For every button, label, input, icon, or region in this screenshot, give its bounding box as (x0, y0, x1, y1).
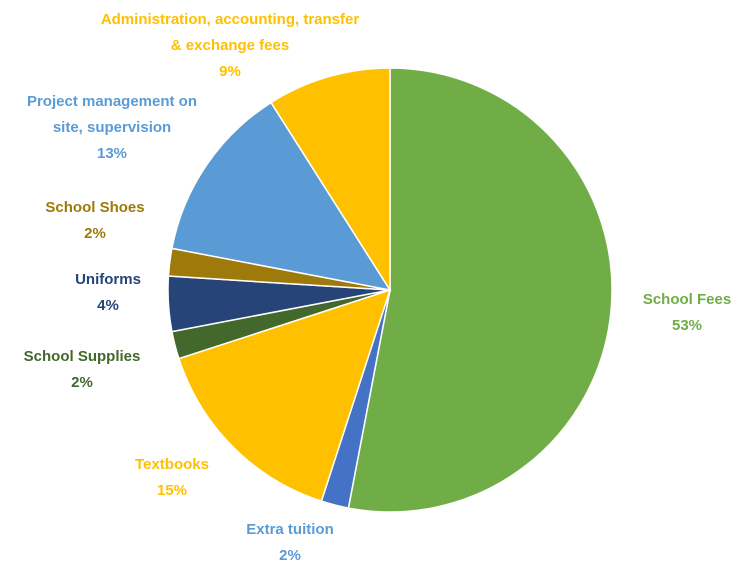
value-label: 15% (156, 482, 188, 499)
value-label: 2% (279, 547, 301, 564)
slice-label: School Fees 53% (617, 287, 752, 339)
slice-label: Extra tuition 2% (210, 517, 370, 564)
value-label: 13% (96, 145, 128, 162)
value-label: 2% (84, 225, 106, 242)
category-label: School Fees (642, 291, 732, 308)
value-label: 9% (219, 63, 241, 80)
category-label: School Shoes (45, 199, 145, 216)
slice-label: Administration, accounting, transfer & e… (95, 7, 365, 85)
value-label: 2% (71, 374, 93, 391)
category-label: Administration, accounting, transfer & e… (100, 11, 360, 54)
slice (347, 67, 613, 513)
category-label: Uniforms (75, 271, 141, 288)
slice-label: Uniforms 4% (48, 267, 168, 319)
slice-label: Project management on site, supervision 1… (12, 89, 212, 167)
slice (177, 288, 392, 503)
slice-label: School Shoes 2% (20, 195, 170, 247)
category-label: Textbooks (135, 456, 209, 473)
value-label: 53% (671, 317, 703, 334)
slice-label: School Supplies 2% (0, 344, 167, 396)
category-label: Project management on site, supervision (26, 93, 198, 136)
value-label: 4% (97, 297, 119, 314)
category-label: School Supplies (23, 348, 141, 365)
category-label: Extra tuition (246, 521, 334, 538)
slice (270, 67, 391, 293)
slice-label: Textbooks 15% (92, 452, 252, 504)
slice (171, 101, 392, 292)
